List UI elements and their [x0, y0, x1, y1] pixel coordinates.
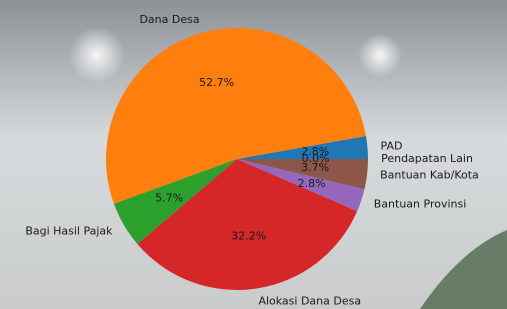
slice-label: Bantuan Provinsi [374, 197, 467, 210]
slice-label: Pendapatan Lain [381, 152, 473, 165]
slice-label: Dana Desa [139, 13, 199, 26]
light [358, 33, 402, 77]
light [69, 27, 125, 83]
chart: PAD2.8%Dana Desa52.7%Bagi Hasil Pajak5.7… [0, 0, 507, 309]
slice-label: Bantuan Kab/Kota [380, 169, 479, 182]
percent-label: 0.0% [302, 152, 330, 165]
slice-label: PAD [381, 139, 403, 152]
percent-label: 32.2% [231, 230, 266, 243]
percent-label: 5.7% [155, 192, 183, 205]
percent-label: 52.7% [199, 76, 234, 89]
slice-label: Bagi Hasil Pajak [25, 225, 113, 238]
slice-label: Alokasi Dana Desa [258, 294, 361, 307]
